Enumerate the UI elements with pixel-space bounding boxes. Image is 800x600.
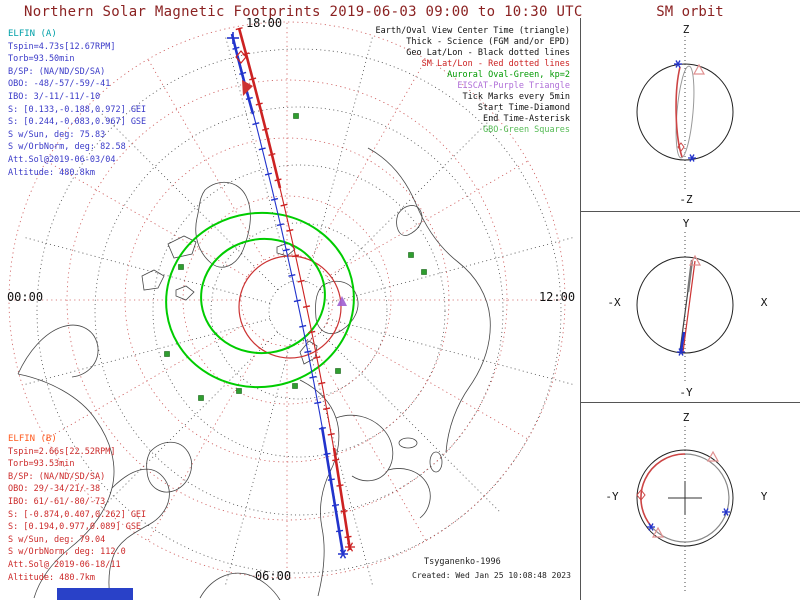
elfin-b-header: ELFIN (B) <box>8 434 57 444</box>
taskbar-button-fragment[interactable] <box>57 588 133 600</box>
legend-line: GBO-Green Squares <box>483 125 570 135</box>
legend-line: SM Lat/Lon - Red dotted lines <box>421 59 570 69</box>
info-line: S w/Sun, deg: 79.04 <box>8 534 106 545</box>
info-line: S w/OrbNorm, deg: 112.0 <box>8 547 126 558</box>
gbo-square <box>178 264 184 270</box>
axis-label: -Z <box>679 193 693 206</box>
gbo-square <box>236 388 242 394</box>
gbo-square <box>198 395 204 401</box>
legend-line: EISCAT-Purple Triangle <box>457 81 570 91</box>
start-diamond-marker <box>235 50 247 64</box>
gbo-square <box>408 252 414 258</box>
legend-line: Earth/Oval View Center Time (triangle) <box>375 26 570 36</box>
map-legend: Earth/Oval View Center Time (triangle) T… <box>338 26 570 136</box>
legend-line: Thick - Science (FGM and/or EPD) <box>406 37 570 47</box>
sm-orbit-xz-panel <box>636 36 734 190</box>
info-line: S: [0.133,-0.188,0.972] GEI <box>8 104 147 115</box>
auroral-oval <box>165 211 355 389</box>
gbo-square <box>292 383 298 389</box>
info-line: IBO: 61/-61/-80/-73 <box>8 496 106 507</box>
axis-label: Y <box>760 490 768 503</box>
elfin-b-info-block: ELFIN (B) Tspin=2.66s[22.52RPM] Torb=93.… <box>8 433 146 584</box>
axis-label: -Y <box>679 386 693 399</box>
center-time-triangle-marker <box>688 254 702 266</box>
info-line: S: [0.244,-0.083,0.967] GSE <box>8 117 147 128</box>
mlt-label-1800: 18:00 <box>245 16 283 30</box>
sm-orbit-panels <box>580 18 800 600</box>
track-markers <box>227 32 356 560</box>
axis-label: -X <box>607 296 621 309</box>
gbo-square <box>293 113 299 119</box>
info-line: S w/OrbNorm, deg: 82.58 <box>8 142 126 153</box>
info-line: B/SP: (NA/ND/SD/SA) <box>8 471 106 482</box>
mlt-label-1200: 12:00 <box>538 290 576 304</box>
end-asterisk-marker <box>687 153 697 163</box>
elfin-a-info-block: ELFIN (A) Tspin=4.73s[12.67RPM] Torb=93.… <box>8 28 146 179</box>
polar-map <box>8 21 575 600</box>
center-time-triangle-marker <box>242 80 253 96</box>
mlt-label-0000: 00:00 <box>6 290 44 304</box>
info-line: Att.Sol@ 2019-06-18/11 <box>8 559 121 570</box>
center-time-triangle-marker <box>692 63 706 75</box>
start-plus-marker <box>227 32 239 44</box>
info-line: Tspin=2.66s[22.52RPM] <box>8 446 116 457</box>
legend-line: End Time-Asterisk <box>483 114 570 124</box>
five-min-tick-marks <box>228 33 347 555</box>
axis-label: Z <box>682 411 690 424</box>
science-zone-segment <box>332 447 352 551</box>
axis-label: Y <box>682 217 690 230</box>
mlt-label-0600: 06:00 <box>254 569 292 583</box>
info-line: B/SP: (NA/ND/SD/SA) <box>8 66 106 77</box>
info-line: S: [-0.874,0.407,0.262] GEI <box>8 509 147 520</box>
legend-line: Auroral Oval-Green, kp=2 <box>447 70 570 80</box>
info-line: Att.Sol@2019-06-03/04 <box>8 154 116 165</box>
gbo-square <box>164 351 170 357</box>
info-line: Altitude: 480.8km <box>8 167 95 178</box>
info-line: Torb=93.53min <box>8 459 75 470</box>
elfin-b-footprint-track <box>228 33 347 555</box>
eiscat-triangle <box>337 296 347 306</box>
science-zone-segment <box>320 426 345 555</box>
gbo-stations <box>164 113 427 401</box>
start-diamond-marker <box>677 142 685 152</box>
sm-orbit-title: SM orbit <box>656 4 724 20</box>
info-line: Torb=93.50min <box>8 54 75 65</box>
science-zone-segment <box>237 27 282 189</box>
science-zone-segment <box>230 33 255 115</box>
center-time-triangle-marker <box>706 450 720 462</box>
info-line: S w/Sun, deg: 75.83 <box>8 129 106 140</box>
gbo-square <box>335 368 341 374</box>
center-time-triangle-marker <box>651 526 665 538</box>
info-line: Altitude: 480.7km <box>8 572 95 583</box>
info-line: OBO: -48/-57/-59/-41 <box>8 79 111 90</box>
sm-orbit-yz-panel <box>636 426 734 592</box>
legend-line: Geo Lat/Lon - Black dotted lines <box>406 48 570 58</box>
panel-dividers <box>580 18 800 600</box>
sm-graticule <box>8 21 566 579</box>
info-line: IBO: 3/-11/-11/-10 <box>8 91 101 102</box>
elfin-a-header: ELFIN (A) <box>8 29 57 39</box>
legend-line: Start Time-Diamond <box>477 103 570 113</box>
pole-region-circle <box>238 255 342 359</box>
gbo-square <box>421 269 427 275</box>
coastlines <box>17 147 491 600</box>
axis-label: -Y <box>605 490 619 503</box>
info-line: OBO: 29/-34/21/-38 <box>8 484 101 495</box>
legend-line: Tick Marks every 5min <box>462 92 570 102</box>
sm-orbit-xy-panel <box>636 232 734 384</box>
created-timestamp: Created: Wed Jan 25 10:08:48 2023 <box>412 571 571 580</box>
info-line: Tspin=4.73s[12.67RPM] <box>8 41 116 52</box>
info-line: S: [0.194,0.977,0.089] GSE <box>8 522 142 533</box>
elfin-a-footprint-track <box>235 27 354 551</box>
start-diamond-marker <box>636 489 646 501</box>
axis-label: X <box>760 296 768 309</box>
plot-title: Northern Solar Magnetic Footprints 2019-… <box>24 4 583 20</box>
end-asterisk-marker <box>673 59 683 69</box>
axis-label: Z <box>682 23 690 36</box>
field-model-label: Tsyganenko-1996 <box>424 557 501 567</box>
